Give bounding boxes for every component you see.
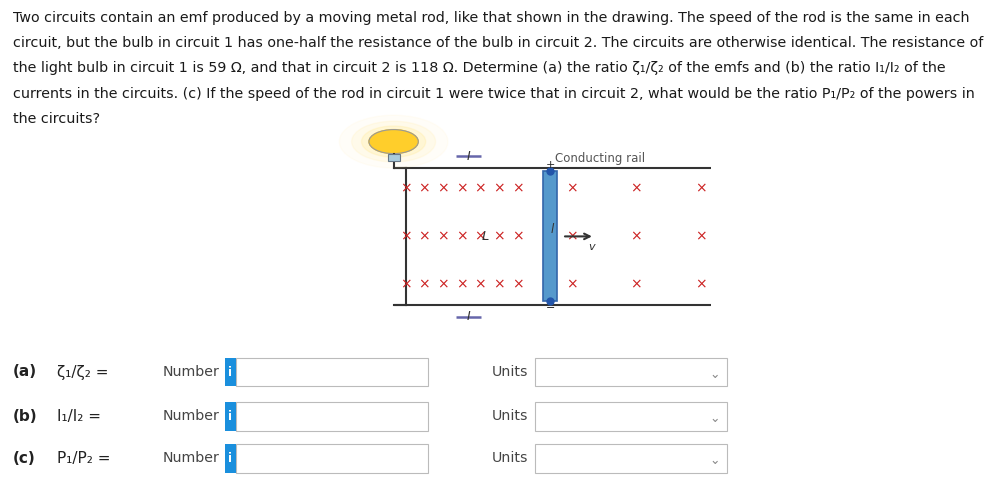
Text: ×: × — [399, 181, 411, 195]
Text: ×: × — [437, 277, 449, 291]
Text: ×: × — [456, 277, 467, 291]
Text: ×: × — [418, 229, 430, 243]
Bar — [534, 358, 727, 386]
Text: ×: × — [474, 181, 486, 195]
Text: Number: Number — [163, 365, 220, 379]
Text: I: I — [466, 150, 469, 163]
Text: ×: × — [566, 277, 577, 291]
Text: −: − — [545, 303, 554, 313]
Circle shape — [339, 115, 448, 168]
Text: i: i — [228, 365, 233, 379]
Text: ×: × — [694, 277, 706, 291]
Text: ×: × — [437, 181, 449, 195]
Text: ⌄: ⌄ — [708, 368, 719, 381]
Text: ×: × — [694, 229, 706, 243]
Text: Two circuits contain an emf produced by a moving metal rod, like that shown in t: Two circuits contain an emf produced by … — [13, 11, 968, 24]
Bar — [225, 358, 236, 386]
Text: Number: Number — [163, 409, 220, 423]
Text: currents in the circuits. (c) If the speed of the rod in circuit 1 were twice th: currents in the circuits. (c) If the spe… — [13, 87, 973, 101]
Text: ζ₁/ζ₂ =: ζ₁/ζ₂ = — [57, 364, 108, 380]
Text: circuit, but the bulb in circuit 1 has one-half the resistance of the bulb in ci: circuit, but the bulb in circuit 1 has o… — [13, 36, 982, 50]
Text: ×: × — [493, 277, 505, 291]
Text: Units: Units — [491, 365, 528, 379]
Text: I: I — [466, 310, 469, 323]
Text: Number: Number — [163, 451, 220, 466]
Text: ×: × — [474, 277, 486, 291]
Text: P₁/P₂ =: P₁/P₂ = — [57, 451, 110, 466]
Text: (b): (b) — [13, 408, 37, 424]
Text: ×: × — [418, 181, 430, 195]
Text: ×: × — [566, 181, 577, 195]
Text: ⌄: ⌄ — [708, 412, 719, 425]
Bar — [236, 444, 428, 473]
Bar — [236, 358, 428, 386]
Text: l: l — [550, 223, 553, 236]
Text: ×: × — [493, 181, 505, 195]
Text: v: v — [588, 242, 595, 252]
Text: L: L — [481, 230, 489, 243]
Text: ×: × — [630, 229, 642, 243]
Text: Units: Units — [491, 451, 528, 466]
Text: the circuits?: the circuits? — [13, 112, 100, 126]
Text: ×: × — [512, 181, 523, 195]
Text: ×: × — [512, 277, 523, 291]
Text: i: i — [228, 409, 233, 423]
Text: ×: × — [474, 229, 486, 243]
Bar — [534, 444, 727, 473]
Bar — [225, 444, 236, 473]
Bar — [543, 171, 557, 301]
Bar — [387, 154, 399, 161]
Text: ×: × — [566, 229, 577, 243]
Text: ×: × — [630, 181, 642, 195]
Text: (c): (c) — [13, 451, 35, 466]
Text: ×: × — [694, 181, 706, 195]
Text: Units: Units — [491, 409, 528, 423]
Text: ×: × — [418, 277, 430, 291]
Text: the light bulb in circuit 1 is 59 Ω, and that in circuit 2 is 118 Ω. Determine (: the light bulb in circuit 1 is 59 Ω, and… — [13, 61, 945, 75]
Circle shape — [361, 126, 425, 157]
Text: (a): (a) — [13, 364, 36, 380]
Text: ×: × — [399, 229, 411, 243]
Text: ×: × — [630, 277, 642, 291]
Text: ×: × — [512, 229, 523, 243]
Bar — [534, 402, 727, 431]
Text: Conducting rail: Conducting rail — [555, 152, 645, 165]
Text: ×: × — [456, 229, 467, 243]
Text: ×: × — [493, 229, 505, 243]
Text: ×: × — [456, 181, 467, 195]
Text: +: + — [545, 160, 554, 170]
Circle shape — [369, 130, 418, 154]
Text: I₁/I₂ =: I₁/I₂ = — [57, 408, 102, 424]
Bar — [225, 402, 236, 431]
Text: ×: × — [399, 277, 411, 291]
Text: i: i — [228, 452, 233, 465]
Text: ⌄: ⌄ — [708, 454, 719, 468]
Circle shape — [351, 121, 435, 162]
Bar — [236, 402, 428, 431]
Text: ×: × — [437, 229, 449, 243]
